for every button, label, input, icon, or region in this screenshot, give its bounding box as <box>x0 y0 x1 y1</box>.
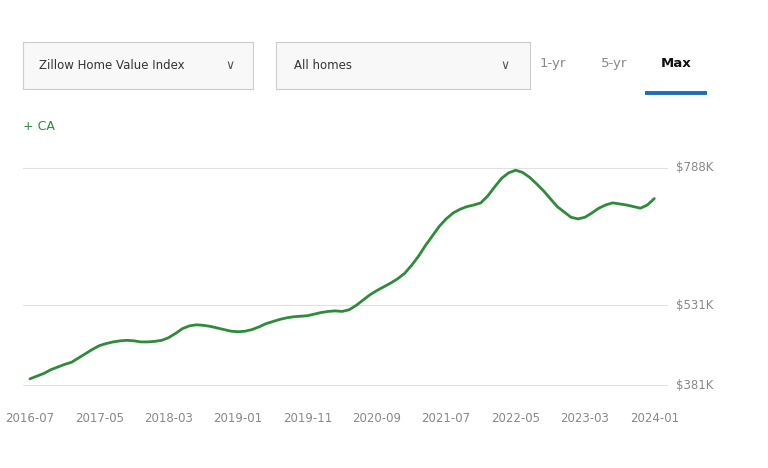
Text: $381K: $381K <box>676 379 713 392</box>
Text: 5-yr: 5-yr <box>601 57 627 70</box>
Text: All homes: All homes <box>294 59 353 72</box>
Text: 1-yr: 1-yr <box>540 57 566 70</box>
Text: ∨: ∨ <box>500 59 509 72</box>
Text: + CA: + CA <box>23 120 55 133</box>
Text: Max: Max <box>660 57 691 70</box>
Text: Zillow Home Value Index: Zillow Home Value Index <box>39 59 185 72</box>
Text: ∨: ∨ <box>226 59 235 72</box>
Text: $788K: $788K <box>676 161 713 174</box>
Text: $531K: $531K <box>676 299 713 312</box>
